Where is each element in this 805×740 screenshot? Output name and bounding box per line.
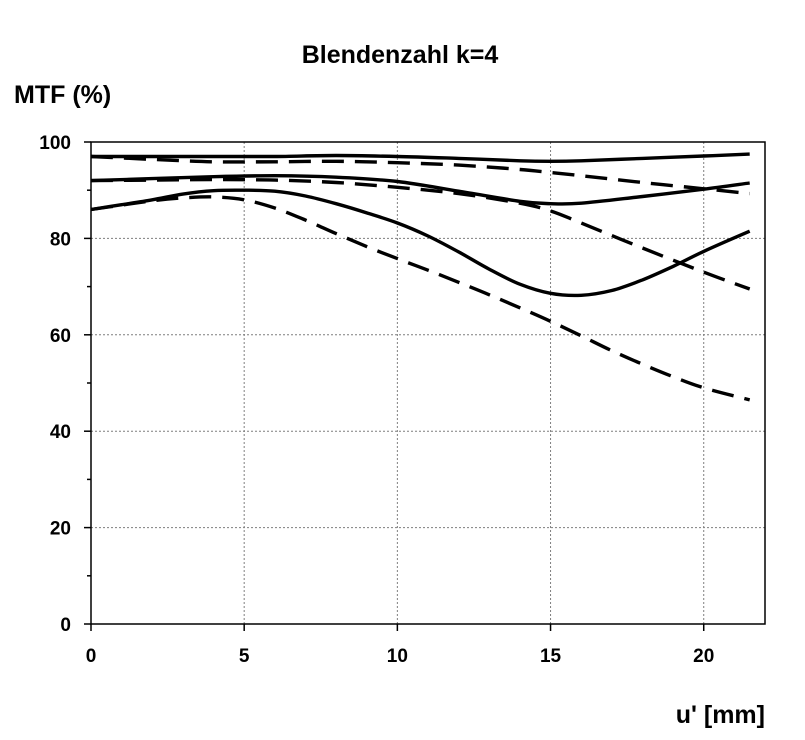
x-tick-label-5: 5 <box>239 646 250 667</box>
series-line-2-dashed <box>90 154 750 196</box>
y-tick-label-40: 40 <box>50 422 71 443</box>
x-tick-label-0: 0 <box>86 646 97 667</box>
x-tick-label-10: 10 <box>387 646 408 667</box>
series-line-4-dashed <box>90 177 751 291</box>
series-layer <box>90 152 751 402</box>
grid-layer <box>91 141 765 624</box>
axes-layer <box>84 141 766 631</box>
y-tick-label-60: 60 <box>50 326 71 347</box>
x-axis-label: u' [mm] <box>676 701 765 729</box>
series-line-1-solid <box>91 152 750 163</box>
series-line-6-dashed <box>90 195 751 402</box>
series-line-5-solid <box>90 188 751 298</box>
chart-title: Blendenzahl k=4 <box>302 41 499 69</box>
y-tick-label-100: 100 <box>39 133 71 154</box>
plot-frame <box>90 141 766 625</box>
y-tick-label-0: 0 <box>60 615 71 636</box>
x-tick-label-20: 20 <box>693 646 714 667</box>
y-tick-label-80: 80 <box>50 229 71 250</box>
tick-label-layer: 0 20 40 60 80 100 0 5 10 15 20 <box>39 133 714 667</box>
y-axis-label: MTF (%) <box>14 81 111 109</box>
y-tick-label-20: 20 <box>50 519 71 540</box>
x-tick-label-15: 15 <box>540 646 562 667</box>
series-line-3-solid <box>90 174 750 206</box>
